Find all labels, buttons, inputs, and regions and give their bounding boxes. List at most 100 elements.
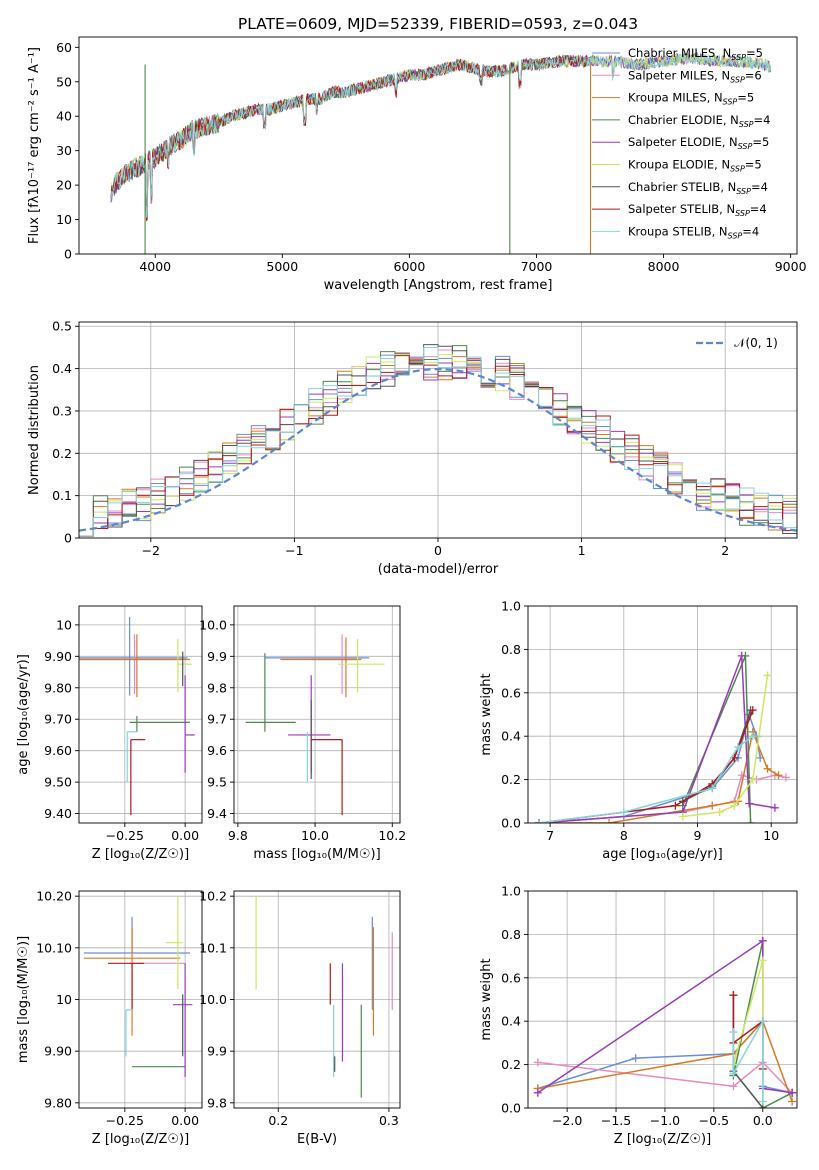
- x-tick-label: 10.0: [301, 828, 329, 843]
- y-axis-label: mass weight: [479, 958, 494, 1040]
- y-tick-label: 9.5: [207, 775, 227, 790]
- y-tick-label: 0.1: [52, 488, 72, 503]
- axes-frame: [78, 36, 798, 255]
- figure-title: PLATE=0609, MJD=52339, FIBERID=0593, z=0…: [238, 15, 638, 33]
- axes-frame: [527, 890, 798, 1109]
- histogram-kroupa-stelib: [79, 347, 797, 537]
- y-tick-label: 10.20: [36, 889, 72, 904]
- x-tick-label: −0.25: [106, 1113, 144, 1128]
- plot-area: [234, 606, 400, 823]
- z-mass-axes: −0.25 0.00 9.80 9.90 10 10.10 10.20 Z [log₁₀(Z/…: [16, 889, 203, 1147]
- y-tick-label: 9.9: [207, 1044, 227, 1059]
- normal-curve: [79, 367, 797, 532]
- plus-marker: [758, 1097, 767, 1106]
- plus-marker: [729, 1069, 738, 1078]
- x-tick-label: 9: [694, 828, 702, 843]
- plus-marker: [678, 812, 687, 821]
- y-tick-label: 0.6: [501, 970, 521, 985]
- y-tick-label: 1.0: [501, 884, 521, 899]
- y-axis-label: Normed distribution: [27, 365, 42, 495]
- x-tick-label: 0.2: [268, 1113, 288, 1128]
- y-tick-label: 0.4: [52, 361, 72, 376]
- plot-area: [528, 606, 797, 823]
- plus-marker: [737, 771, 746, 780]
- y-axis-label: mass [log₁₀(M/M☉)]: [16, 936, 31, 1063]
- weight-series-kroupa-elodie: [732, 960, 764, 1102]
- y-tick-label: 40: [56, 109, 72, 124]
- y-tick-label: 10: [56, 617, 72, 632]
- plot-area: [528, 891, 797, 1108]
- x-axis-label: Z [log₁₀(Z/Z☉)]: [92, 847, 189, 862]
- plot-area: [110, 51, 772, 254]
- x-axis-label: age [log₁₀(age/yr)]: [602, 847, 723, 862]
- x-tick-label: −1.0: [650, 1113, 680, 1128]
- plus-marker: [729, 991, 738, 1000]
- plus-marker: [745, 799, 754, 808]
- y-tick-label: 9.90: [44, 649, 72, 664]
- x-tick-label: 10: [763, 828, 779, 843]
- x-tick-label: 6000: [394, 259, 426, 274]
- plus-marker: [758, 936, 767, 945]
- plus-marker: [737, 651, 746, 660]
- residuals-axes: −2 −1 0 1 2 0 0.1 0.2 0.3 0.4 0.5 (data-model)/erro…: [27, 319, 798, 577]
- weight-series-chabrier-miles: [539, 711, 761, 823]
- plus-marker: [763, 764, 772, 773]
- y-tick-label: 10.0: [199, 617, 227, 632]
- y-tick-label: 50: [56, 74, 72, 89]
- plus-marker: [746, 819, 755, 823]
- plus-marker: [748, 732, 757, 741]
- mass-age-axes: 9.8 10.0 10.2 9.4 9.5 9.6 9.7 9.8 9.9 10.0 mass [l…: [199, 605, 406, 862]
- weight-series-kroupa-stelib: [732, 1018, 764, 1102]
- plus-marker: [770, 803, 779, 812]
- plot-area: [79, 891, 202, 1108]
- x-axis-label: mass [log₁₀(M/M☉)]: [253, 847, 380, 862]
- y-tick-label: 0.4: [501, 729, 521, 744]
- spectrum-series-kroupa-stelib: [110, 53, 772, 218]
- x-tick-label: 1: [578, 543, 586, 558]
- ebv-mass-axes: 0.2 0.3 9.8 9.9 10.0 10.1 10.2 E(B-V): [199, 889, 401, 1147]
- x-tick-label: 7000: [521, 259, 553, 274]
- plus-marker: [671, 801, 680, 810]
- plus-marker: [748, 706, 757, 715]
- y-tick-label: 0.0: [501, 816, 521, 831]
- plus-marker: [708, 784, 717, 793]
- legend-label: Kroupa STELIB, NSSP=4: [628, 224, 759, 240]
- plus-marker: [729, 1028, 738, 1037]
- z-age-axes: −0.25 0.00 9.40 9.50 9.60 9.70 9.80 9.90 10 Z [lo…: [16, 605, 203, 862]
- x-tick-label: −1: [285, 543, 303, 558]
- legend-label: Chabrier MILES, NSSP=5: [628, 46, 763, 62]
- y-tick-label: 0.8: [501, 927, 521, 942]
- y-tick-label: 10: [56, 212, 72, 227]
- y-tick-label: 10.0: [199, 992, 227, 1007]
- x-tick-label: 9.8: [228, 828, 248, 843]
- y-tick-label: 9.40: [44, 806, 72, 821]
- legend-label: Chabrier STELIB, NSSP=4: [628, 180, 768, 196]
- x-tick-label: 0.00: [171, 828, 199, 843]
- y-tick-label: 9.80: [44, 1095, 72, 1110]
- axes-frame: [233, 605, 401, 824]
- legend-label: Kroupa ELODIE, NSSP=5: [628, 158, 762, 174]
- axes-frame: [527, 605, 798, 824]
- plus-marker: [619, 808, 628, 817]
- x-tick-label: 2: [721, 543, 729, 558]
- y-tick-label: 0.6: [501, 685, 521, 700]
- y-tick-label: 9.4: [207, 806, 227, 821]
- y-tick-label: 9.9: [207, 649, 227, 664]
- x-tick-label: −2: [142, 543, 160, 558]
- y-tick-label: 60: [56, 40, 72, 55]
- plus-marker: [788, 1097, 797, 1106]
- y-tick-label: 20: [56, 178, 72, 193]
- y-tick-label: 0.5: [52, 319, 72, 334]
- x-tick-label: 4000: [139, 259, 171, 274]
- x-tick-label: 7: [546, 828, 554, 843]
- legend-label: Salpeter MILES, NSSP=6: [628, 68, 762, 84]
- x-tick-label: 8000: [648, 259, 680, 274]
- x-tick-label: −2.0: [552, 1113, 582, 1128]
- x-tick-label: 0: [434, 543, 442, 558]
- weight-series-kroupa-miles: [539, 729, 779, 823]
- x-tick-label: 0.3: [379, 1113, 399, 1128]
- y-tick-label: 9.6: [207, 743, 227, 758]
- x-axis-label: E(B-V): [297, 1132, 337, 1147]
- x-axis-label: Z [log₁₀(Z/Z☉)]: [614, 1132, 711, 1147]
- y-tick-label: 0.2: [501, 772, 521, 787]
